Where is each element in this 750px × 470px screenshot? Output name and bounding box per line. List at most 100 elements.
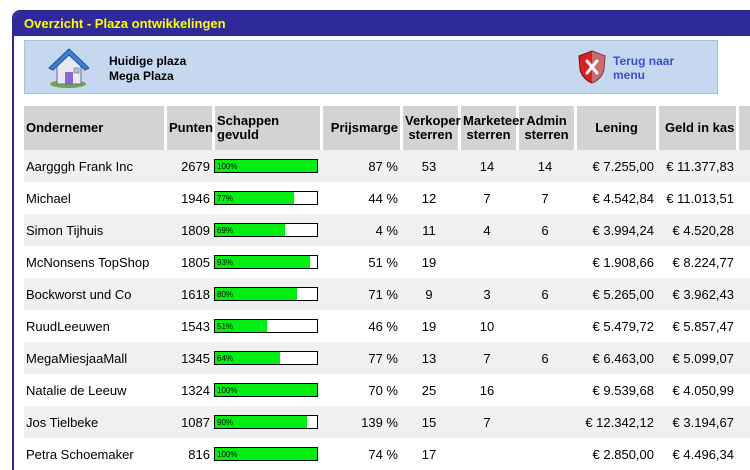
shelf-fill-label: 100% — [217, 162, 238, 171]
row-schappen: 100% — [212, 438, 320, 470]
row-lening: € 6.463,00 — [574, 342, 656, 374]
shelf-fill-bar: 100% — [214, 159, 318, 173]
row-marketeer — [458, 246, 516, 278]
row-geld: € 11.377,83 — [656, 150, 736, 182]
row-lening: € 4.542,84 — [574, 182, 656, 214]
row-name: Aargggh Frank Inc — [24, 150, 164, 182]
row-verkoper: 19 — [400, 310, 458, 342]
row-schappen: 90% — [212, 406, 320, 438]
table-row: Petra Schoemaker 816 100% 74 % 17 € 2.850,00 €… — [24, 438, 750, 470]
shelf-fill-level — [215, 320, 268, 332]
row-lening: € 2.850,00 — [574, 438, 656, 470]
row-marketeer: 7 — [458, 182, 516, 214]
row-schappen: 100% — [212, 150, 320, 182]
row-spacer — [736, 214, 750, 246]
col-verkoper: Verkoper sterren — [400, 106, 461, 150]
shelf-fill-bar: 100% — [214, 383, 318, 397]
row-prijsmarge: 139 % — [320, 406, 400, 438]
row-schappen: 100% — [212, 374, 320, 406]
col-prijsmarge: Prijsmarge — [320, 106, 400, 150]
row-punten: 1345 — [164, 342, 212, 374]
row-verkoper: 13 — [400, 342, 458, 374]
current-plaza-label: Huidige plaza — [109, 54, 187, 68]
row-marketeer: 10 — [458, 310, 516, 342]
col-punten: Punten — [164, 106, 213, 150]
shelf-fill-label: 100% — [217, 450, 238, 459]
row-lening: € 5.265,00 — [574, 278, 656, 310]
row-admin — [516, 438, 574, 470]
row-geld: € 8.224,77 — [656, 246, 736, 278]
back-link-line2[interactable]: menu — [613, 68, 646, 82]
row-spacer — [736, 438, 750, 470]
shelf-fill-label: 51% — [217, 322, 234, 331]
row-admin: 6 — [516, 214, 574, 246]
shelf-fill-level — [215, 352, 281, 364]
row-name: MegaMiesjaaMall — [24, 342, 164, 374]
col-schappen-line1: Schappen — [217, 113, 280, 128]
row-verkoper: 17 — [400, 438, 458, 470]
shield-x-icon[interactable] — [577, 50, 607, 84]
row-spacer — [736, 182, 750, 214]
shelf-fill-level — [215, 416, 307, 428]
col-marketeer: Marketeer sterren — [458, 106, 524, 150]
shelf-fill-label: 90% — [217, 418, 234, 427]
row-admin — [516, 374, 574, 406]
row-prijsmarge: 46 % — [320, 310, 400, 342]
row-admin — [516, 310, 574, 342]
row-schappen: 77% — [212, 182, 320, 214]
row-name: Simon Tijhuis — [24, 214, 164, 246]
row-lening: € 3.994,24 — [574, 214, 656, 246]
row-punten: 1805 — [164, 246, 212, 278]
row-lening: € 1.908,66 — [574, 246, 656, 278]
table-row: Simon Tijhuis 1809 69% 4 % 11 4 6 € 3.994,24 € 4… — [24, 214, 750, 246]
row-admin: 14 — [516, 150, 574, 182]
row-punten: 1543 — [164, 310, 212, 342]
row-schappen: 93% — [212, 246, 320, 278]
row-geld: € 5.857,47 — [656, 310, 736, 342]
back-link-line1[interactable]: Terug naar — [613, 54, 675, 68]
home-icon — [48, 48, 90, 88]
shelf-fill-label: 80% — [217, 290, 234, 299]
table-row: Bockworst und Co 1618 80% 71 % 9 3 6 € 5.265,00… — [24, 278, 750, 310]
shelf-fill-level — [215, 224, 286, 236]
back-to-menu-link[interactable]: Terug naar menu — [577, 50, 707, 86]
row-geld: € 5.099,07 — [656, 342, 736, 374]
row-spacer — [736, 246, 750, 278]
row-name: McNonsens TopShop — [24, 246, 164, 278]
row-punten: 1946 — [164, 182, 212, 214]
row-punten: 1324 — [164, 374, 212, 406]
shelf-fill-bar: 64% — [214, 351, 318, 365]
shelf-fill-label: 77% — [217, 194, 234, 203]
row-lening: € 5.479,72 — [574, 310, 656, 342]
row-schappen: 69% — [212, 214, 320, 246]
shelf-fill-level — [215, 160, 317, 172]
row-lening: € 9.539,68 — [574, 374, 656, 406]
row-verkoper: 19 — [400, 246, 458, 278]
col-verkoper-line1: Verkoper — [405, 113, 461, 128]
shelf-fill-label: 69% — [217, 226, 234, 235]
row-verkoper: 25 — [400, 374, 458, 406]
row-punten: 816 — [164, 438, 212, 470]
row-spacer — [736, 150, 750, 182]
row-punten: 1809 — [164, 214, 212, 246]
row-spacer — [736, 342, 750, 374]
row-geld: € 3.962,43 — [656, 278, 736, 310]
row-verkoper: 53 — [400, 150, 458, 182]
row-geld: € 4.496,34 — [656, 438, 736, 470]
shelf-fill-level — [215, 256, 310, 268]
shelf-fill-level — [215, 384, 317, 396]
row-prijsmarge: 87 % — [320, 150, 400, 182]
row-admin: 7 — [516, 182, 574, 214]
row-spacer — [736, 310, 750, 342]
shelf-fill-bar: 69% — [214, 223, 318, 237]
main-window: Overzicht - Plaza ontwikkelingen Huidige… — [12, 10, 750, 470]
back-link-text[interactable]: Terug naar menu — [613, 54, 707, 82]
row-name: Natalie de Leeuw — [24, 374, 164, 406]
row-lening: € 12.342,12 — [574, 406, 656, 438]
row-prijsmarge: 44 % — [320, 182, 400, 214]
shelf-fill-bar: 93% — [214, 255, 318, 269]
row-spacer — [736, 374, 750, 406]
row-verkoper: 12 — [400, 182, 458, 214]
shelf-fill-level — [215, 448, 317, 460]
row-marketeer: 16 — [458, 374, 516, 406]
